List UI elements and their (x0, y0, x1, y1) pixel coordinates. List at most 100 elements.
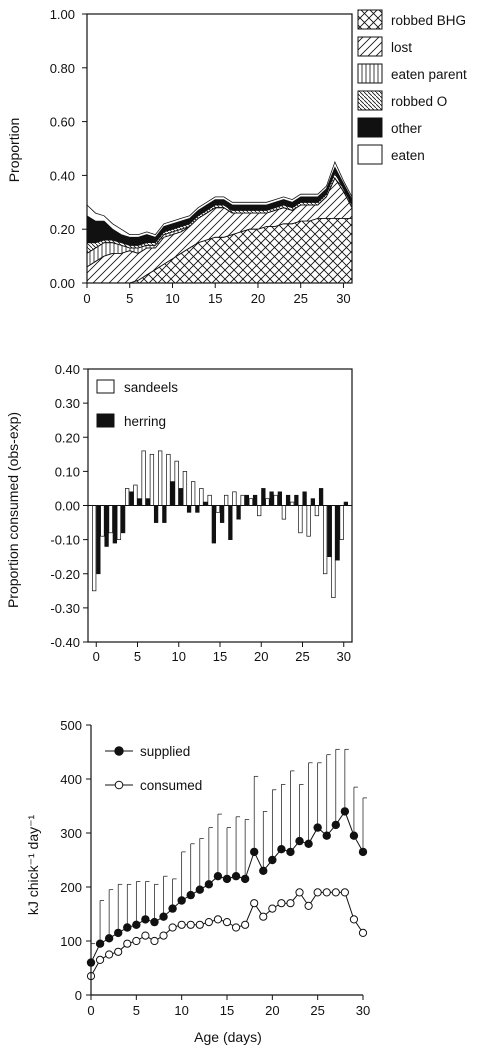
bar-herring (269, 491, 274, 506)
bar-herring (244, 494, 250, 506)
y-tick-label: 500 (60, 718, 82, 733)
consumed-point (95, 955, 105, 964)
bar-sandeels (166, 453, 171, 506)
legend: robbed BHG lost eaten parent robbed O other e… (357, 9, 467, 165)
supplied-point (259, 866, 268, 875)
consumed-point (105, 950, 114, 959)
y-tick-label: 0.80 (50, 61, 75, 76)
bar-herring (335, 505, 340, 561)
bar-sandeels (257, 505, 262, 517)
plot-frame (86, 13, 353, 284)
consumed-point (123, 939, 132, 948)
y-tick-label: -0.40 (50, 635, 80, 650)
legend-swatch (357, 90, 383, 111)
consumed-point (286, 899, 295, 908)
plot-area (91, 450, 348, 598)
consumed-point (349, 915, 359, 924)
legend-swatch (357, 9, 383, 30)
y-tick-label: 0.60 (50, 115, 75, 130)
consumed-point (195, 920, 204, 929)
x-axis-label: Age (days) (194, 1029, 262, 1045)
legend-swatch (357, 63, 383, 84)
consumed-point (222, 918, 232, 927)
y-tick-label: 1.00 (50, 7, 75, 22)
bar-sandeels (314, 505, 320, 517)
supplied-point (95, 939, 105, 948)
bar-sandeels (339, 505, 344, 540)
y-tick-label: 200 (60, 880, 82, 895)
bar-sandeels (306, 505, 311, 537)
x-tick-label: 30 (336, 291, 350, 306)
x-tick-label: 10 (165, 291, 179, 306)
supplied-point (159, 912, 168, 921)
legend: supplied consumed (105, 744, 202, 793)
x-tick-label: 0 (93, 649, 100, 664)
consumed-point (186, 920, 195, 929)
supplied-point (250, 847, 259, 857)
x-tick-label: 15 (208, 291, 222, 306)
y-tick-label: 0.00 (50, 276, 75, 291)
supplied-point (168, 904, 177, 913)
bar-sandeels (265, 498, 270, 506)
legend-label: herring (124, 414, 166, 429)
bar-sandeels (91, 505, 97, 592)
bar-sandeels (124, 488, 130, 506)
x-tick-label: 5 (134, 649, 141, 664)
y-tick-label: 0.10 (55, 464, 80, 479)
bar-herring (137, 498, 142, 506)
bar-sandeels (182, 471, 188, 506)
y-tick-label: -0.10 (50, 533, 80, 548)
supplied-point (340, 807, 350, 816)
legend-label: lost (391, 40, 412, 55)
legend-label: sandeels (124, 380, 178, 395)
x-tick-label: 5 (133, 1003, 140, 1018)
y-tick-label: 400 (60, 772, 82, 787)
consumed-point (231, 923, 241, 932)
y-axis-label: Proportion (6, 118, 22, 183)
consumed-point (168, 923, 177, 932)
bar-sandeels (290, 501, 295, 506)
bar-sandeels (240, 494, 245, 506)
y-tick-label: -0.30 (50, 601, 80, 616)
y-tick-label: 300 (60, 826, 82, 841)
consumed-point (259, 912, 268, 921)
bar-herring (302, 491, 307, 506)
consumed-point (150, 936, 159, 946)
legend-label: other (391, 121, 422, 136)
bar-herring (252, 494, 258, 506)
supplied-point (313, 823, 322, 832)
bar-herring (145, 498, 151, 506)
supplied-point (132, 920, 141, 929)
consumed-point (268, 904, 277, 913)
supplied-point (204, 880, 214, 889)
legend-swatch (357, 36, 383, 57)
supplied-point (195, 885, 204, 894)
x-tick-label: 10 (174, 1003, 188, 1018)
legend: sandeels herring (96, 379, 178, 429)
bar-herring (236, 505, 241, 520)
consumed-point (141, 931, 150, 940)
bar-sandeels (273, 494, 278, 506)
consumed-point (322, 888, 331, 897)
bar-sandeels (191, 481, 196, 506)
bar-sandeels (133, 484, 138, 506)
bar-herring (277, 491, 282, 506)
x-tick-label: 25 (293, 291, 307, 306)
bar-sandeels (199, 488, 204, 506)
x-tick-label: 25 (295, 649, 309, 664)
bar-sandeels (281, 505, 287, 520)
consumed-point (304, 901, 313, 910)
bar-sandeels (232, 491, 237, 506)
bar-herring (120, 505, 126, 534)
supplied-point (186, 890, 195, 900)
bar-herring (96, 505, 101, 575)
legend-marker (114, 780, 124, 790)
plot-area (86, 160, 353, 284)
bar-herring (195, 505, 200, 513)
supplied-point (222, 874, 232, 884)
bar-herring (261, 488, 266, 506)
bar-herring (162, 505, 167, 523)
bar-sandeels (100, 505, 105, 537)
bar-herring (170, 481, 175, 506)
